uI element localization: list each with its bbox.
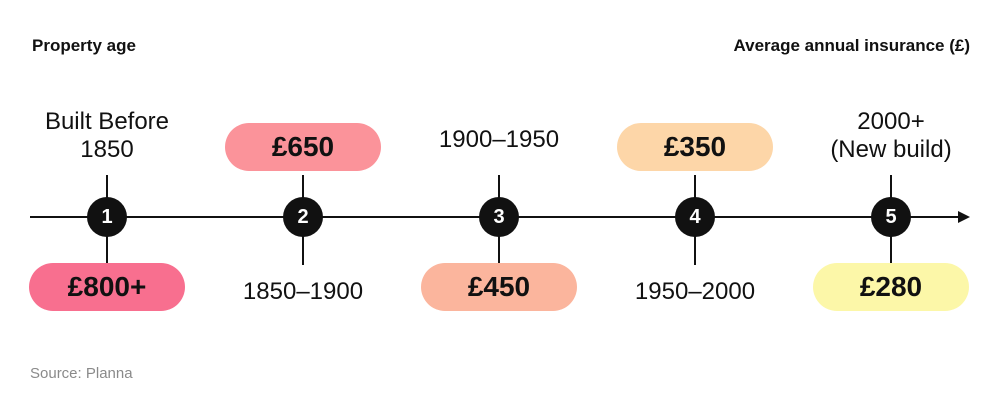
price-pill-2: £650 (225, 123, 381, 171)
timeline-node-3: 3 (479, 197, 519, 237)
timeline-tick (890, 217, 892, 265)
age-label-3: 1900–1950 (438, 126, 560, 153)
timeline-tick (890, 175, 892, 217)
timeline-arrow-icon (958, 211, 970, 223)
price-pill-1: £800+ (29, 263, 185, 311)
price-pill-5: £280 (813, 263, 969, 311)
age-label-4: 1950–2000 (634, 278, 756, 305)
timeline-node-2: 2 (283, 197, 323, 237)
timeline-node-1: 1 (87, 197, 127, 237)
timeline-tick (302, 217, 304, 265)
timeline-tick (694, 175, 696, 217)
source-note: Source: Planna (30, 365, 133, 382)
price-pill-4: £350 (617, 123, 773, 171)
timeline-tick (694, 217, 696, 265)
timeline-tick (106, 217, 108, 265)
timeline-tick (498, 217, 500, 265)
timeline-node-5: 5 (871, 197, 911, 237)
timeline-tick (302, 175, 304, 217)
age-label-1: Built Before 1850 (44, 108, 170, 163)
insurance-heading: Average annual insurance (£) (733, 36, 970, 55)
timeline-node-4: 4 (675, 197, 715, 237)
timeline-tick (106, 175, 108, 217)
age-label-5: 2000+ (New build) (830, 108, 952, 163)
age-label-2: 1850–1900 (242, 278, 364, 305)
price-pill-3: £450 (421, 263, 577, 311)
timeline-tick (498, 175, 500, 217)
property-age-heading: Property age (32, 36, 136, 55)
